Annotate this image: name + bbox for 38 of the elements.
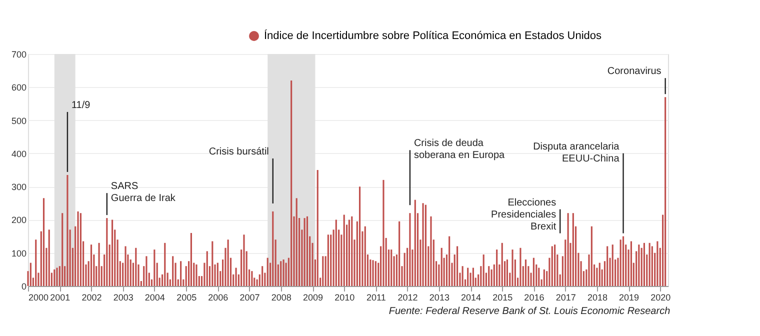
annotation: Elecciones Presidenciales Brexit [491, 197, 556, 232]
x-tick-label: 2012 [398, 292, 418, 302]
x-tick-label: 2008 [271, 292, 292, 302]
y-tick-label: 100 [11, 248, 26, 258]
x-tick-label: 2010 [334, 292, 355, 302]
y-tick-label: 0 [21, 282, 26, 292]
annotation: 11/9 [71, 100, 91, 111]
x-tick-label: 2009 [303, 292, 324, 302]
x-tick-label: 2013 [429, 292, 450, 302]
annotation: Coronavirus [607, 66, 662, 78]
x-tick-label: 2016 [524, 292, 544, 302]
y-tick-label: 500 [11, 116, 26, 126]
x-tick-label: 2001 [50, 292, 70, 302]
y-tick-label: 300 [11, 182, 26, 192]
annotation: SARS Guerra de Irak [110, 181, 176, 204]
legend-label: Índice de Incertidumbre sobre Política Económica en Estados Unidos [264, 29, 602, 42]
x-tick-label: 2019 [619, 292, 640, 302]
annotation: Crisis de deuda soberana en Europa [414, 138, 506, 162]
y-tick-label: 400 [11, 148, 26, 159]
x-tick-label: 2005 [176, 292, 197, 302]
y-tick-label: 700 [11, 50, 26, 60]
annotation: Disputa arancelaria EEUU-China [533, 141, 620, 164]
x-tick-label: 2003 [113, 292, 134, 302]
x-tick-label: 2000 [28, 292, 49, 302]
x-tick-label: 2020 [650, 292, 671, 302]
x-tick-label: 2007 [240, 292, 260, 302]
source-note: Fuente: Federal Reserve Bank of St. Louis Economic Research [388, 306, 671, 317]
x-tick-label: 2004 [144, 292, 165, 302]
annotation: Crisis bursátil [208, 146, 269, 158]
y-tick-label: 600 [11, 82, 26, 93]
x-tick-label: 2006 [208, 292, 228, 302]
x-tick-label: 2015 [492, 292, 513, 302]
x-tick-label: 2018 [587, 292, 608, 302]
x-tick-label: 2014 [461, 292, 482, 302]
x-tick-label: 2011 [366, 292, 386, 302]
x-tick-label: 2017 [556, 292, 576, 302]
y-tick-label: 200 [11, 215, 26, 226]
x-tick-label: 2002 [82, 292, 102, 302]
